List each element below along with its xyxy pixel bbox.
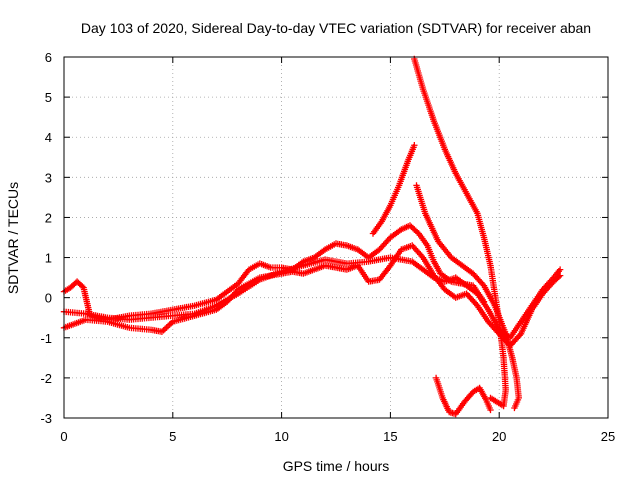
x-tick-label: 5 (169, 429, 176, 444)
series-spike-rise (369, 142, 418, 237)
series-middle-band (60, 254, 564, 341)
y-tick-label: 2 (45, 210, 52, 225)
y-tick-label: 3 (45, 170, 52, 185)
y-tick-label: 5 (45, 90, 52, 105)
x-tick-label: 20 (492, 429, 506, 444)
data-point-marker (511, 404, 518, 412)
y-tick-label: -3 (40, 411, 52, 426)
series-spike-descent (411, 55, 509, 410)
series-secondary-drop (413, 182, 522, 412)
x-tick-label: 15 (383, 429, 397, 444)
chart-title: Day 103 of 2020, Sidereal Day-to-day VTE… (81, 20, 591, 36)
y-tick-label: 1 (45, 251, 52, 266)
x-tick-label: 10 (274, 429, 288, 444)
y-tick-label: -1 (40, 331, 52, 346)
y-tick-label: 6 (45, 50, 52, 65)
series-low-arc (432, 374, 494, 418)
y-tick-label: 4 (45, 130, 52, 145)
data-point-marker (411, 142, 418, 149)
data-point-marker (487, 406, 494, 414)
data-point-marker (556, 266, 564, 273)
y-tick-label: -2 (40, 371, 52, 386)
y-axis-label: SDTVAR / TECUs (5, 182, 21, 294)
axis-ticks: 0 5 10 15 20 25 -3 -2 -1 0 1 2 3 4 5 6 (40, 50, 615, 444)
x-axis-label: GPS time / hours (283, 458, 390, 474)
data-points (60, 55, 564, 418)
x-tick-label: 0 (60, 429, 67, 444)
x-tick-label: 25 (601, 429, 615, 444)
plot-frame (63, 56, 609, 419)
y-tick-label: 0 (45, 291, 52, 306)
grid-lines (64, 57, 608, 418)
